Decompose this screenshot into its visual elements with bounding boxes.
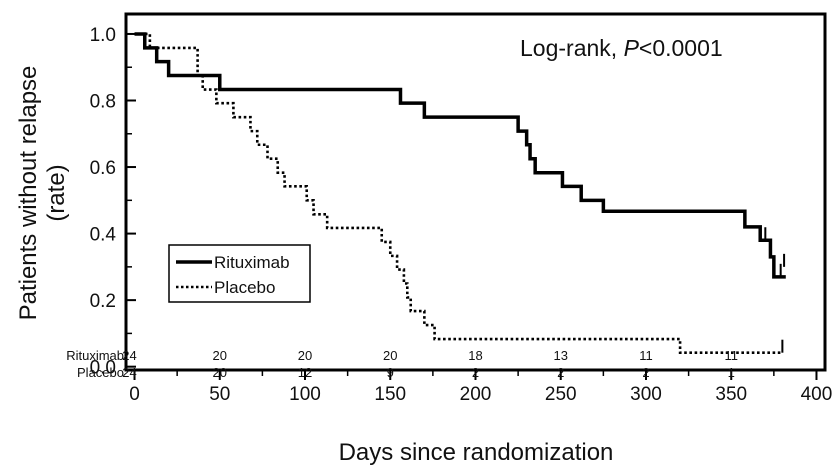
risk-count-placebo: 2 bbox=[472, 365, 479, 380]
legend-label-placebo: Placebo bbox=[214, 278, 275, 297]
y-axis-ticks: 0.0 0.2 0.4 0.6 0.8 1.0 bbox=[90, 25, 136, 379]
legend-label-rituximab: Rituximab bbox=[214, 253, 290, 272]
risk-count-rituximab: 11 bbox=[639, 348, 653, 363]
y-axis-label-line2: (rate) bbox=[43, 164, 70, 221]
x-tick-label: 50 bbox=[209, 384, 230, 405]
y-tick-label: 0.2 bbox=[90, 291, 116, 312]
risk-count-placebo: 20 bbox=[213, 365, 227, 380]
risk-count-rituximab: 20 bbox=[298, 348, 312, 363]
series-line-placebo bbox=[134, 32, 783, 354]
y-tick-label: 0.8 bbox=[90, 92, 116, 113]
risk-count-placebo: 12 bbox=[298, 365, 312, 380]
y-tick-label: 1.0 bbox=[90, 25, 116, 46]
x-tick-label: 250 bbox=[545, 384, 577, 405]
y-tick-label: 0.4 bbox=[90, 225, 117, 246]
risk-count-rituximab: 24 bbox=[122, 348, 136, 363]
risk-count-placebo: 1 bbox=[728, 365, 735, 380]
logrank-annotation: Log-rank, P<0.0001 bbox=[520, 35, 723, 61]
x-tick-label: 150 bbox=[374, 384, 406, 405]
risk-count-placebo: 24 bbox=[122, 365, 136, 380]
risk-count-rituximab: 18 bbox=[468, 348, 482, 363]
series-line-rituximab bbox=[134, 32, 786, 279]
risk-count-rituximab: 20 bbox=[383, 348, 397, 363]
risk-count-placebo: 2 bbox=[642, 365, 649, 380]
risk-row-label-rituximab: Rituximab bbox=[66, 348, 124, 363]
x-tick-label: 350 bbox=[715, 384, 747, 405]
y-tick-label: 0.6 bbox=[90, 158, 116, 179]
risk-count-rituximab: 20 bbox=[213, 348, 227, 363]
risk-count-rituximab: 11 bbox=[724, 348, 738, 363]
risk-row-label-placebo: Placebo bbox=[77, 365, 124, 380]
plot-frame bbox=[124, 12, 827, 372]
y-axis-label-line1: Patients without relapse bbox=[15, 66, 42, 321]
x-tick-label: 100 bbox=[289, 384, 321, 405]
x-tick-label: 0 bbox=[129, 384, 140, 405]
risk-count-rituximab: 13 bbox=[554, 348, 568, 363]
risk-count-placebo: 2 bbox=[557, 365, 564, 380]
x-axis-ticks: 0 50 100 150 200 250 300 350 400 bbox=[129, 370, 832, 405]
x-tick-label: 300 bbox=[630, 384, 662, 405]
y-tick-label: 0.0 bbox=[90, 358, 116, 379]
survival-curves bbox=[134, 32, 786, 354]
x-tick-label: 400 bbox=[801, 384, 833, 405]
x-tick-label: 200 bbox=[460, 384, 492, 405]
legend-box bbox=[168, 244, 311, 303]
x-axis-label: Days since randomization bbox=[339, 439, 614, 466]
risk-count-placebo: 9 bbox=[387, 365, 394, 380]
legend: Rituximab Placebo bbox=[168, 244, 311, 303]
